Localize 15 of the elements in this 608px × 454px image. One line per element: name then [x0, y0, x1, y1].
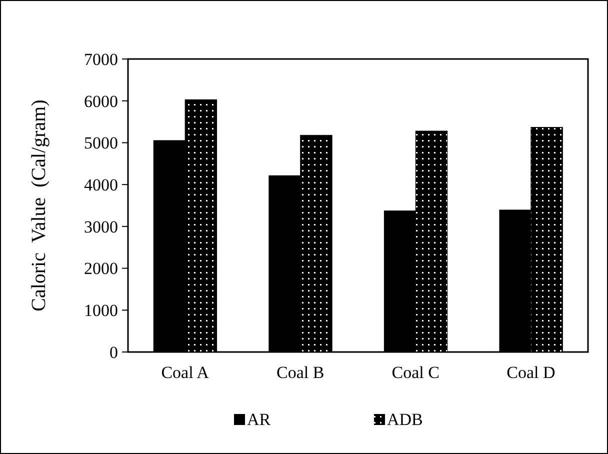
legend-label: ADB	[387, 410, 423, 429]
x-tick-label: Coal D	[506, 363, 556, 382]
legend-label: AR	[247, 410, 272, 429]
y-tick-label: 5000	[84, 134, 118, 153]
x-tick-label: Coal A	[161, 363, 210, 382]
y-tick-label: 1000	[84, 301, 118, 320]
y-tick-label: 6000	[84, 92, 118, 111]
y-axis-title: Caloric Value (Cal/gram)	[28, 100, 50, 312]
x-tick-label: Coal B	[276, 363, 324, 382]
y-tick-label: 2000	[84, 259, 118, 278]
x-tick-label: Coal C	[392, 363, 440, 382]
y-tick-label: 3000	[84, 217, 118, 236]
y-tick-label: 7000	[84, 50, 118, 69]
y-tick-label: 0	[110, 342, 118, 362]
y-tick-label: 4000	[84, 176, 118, 195]
